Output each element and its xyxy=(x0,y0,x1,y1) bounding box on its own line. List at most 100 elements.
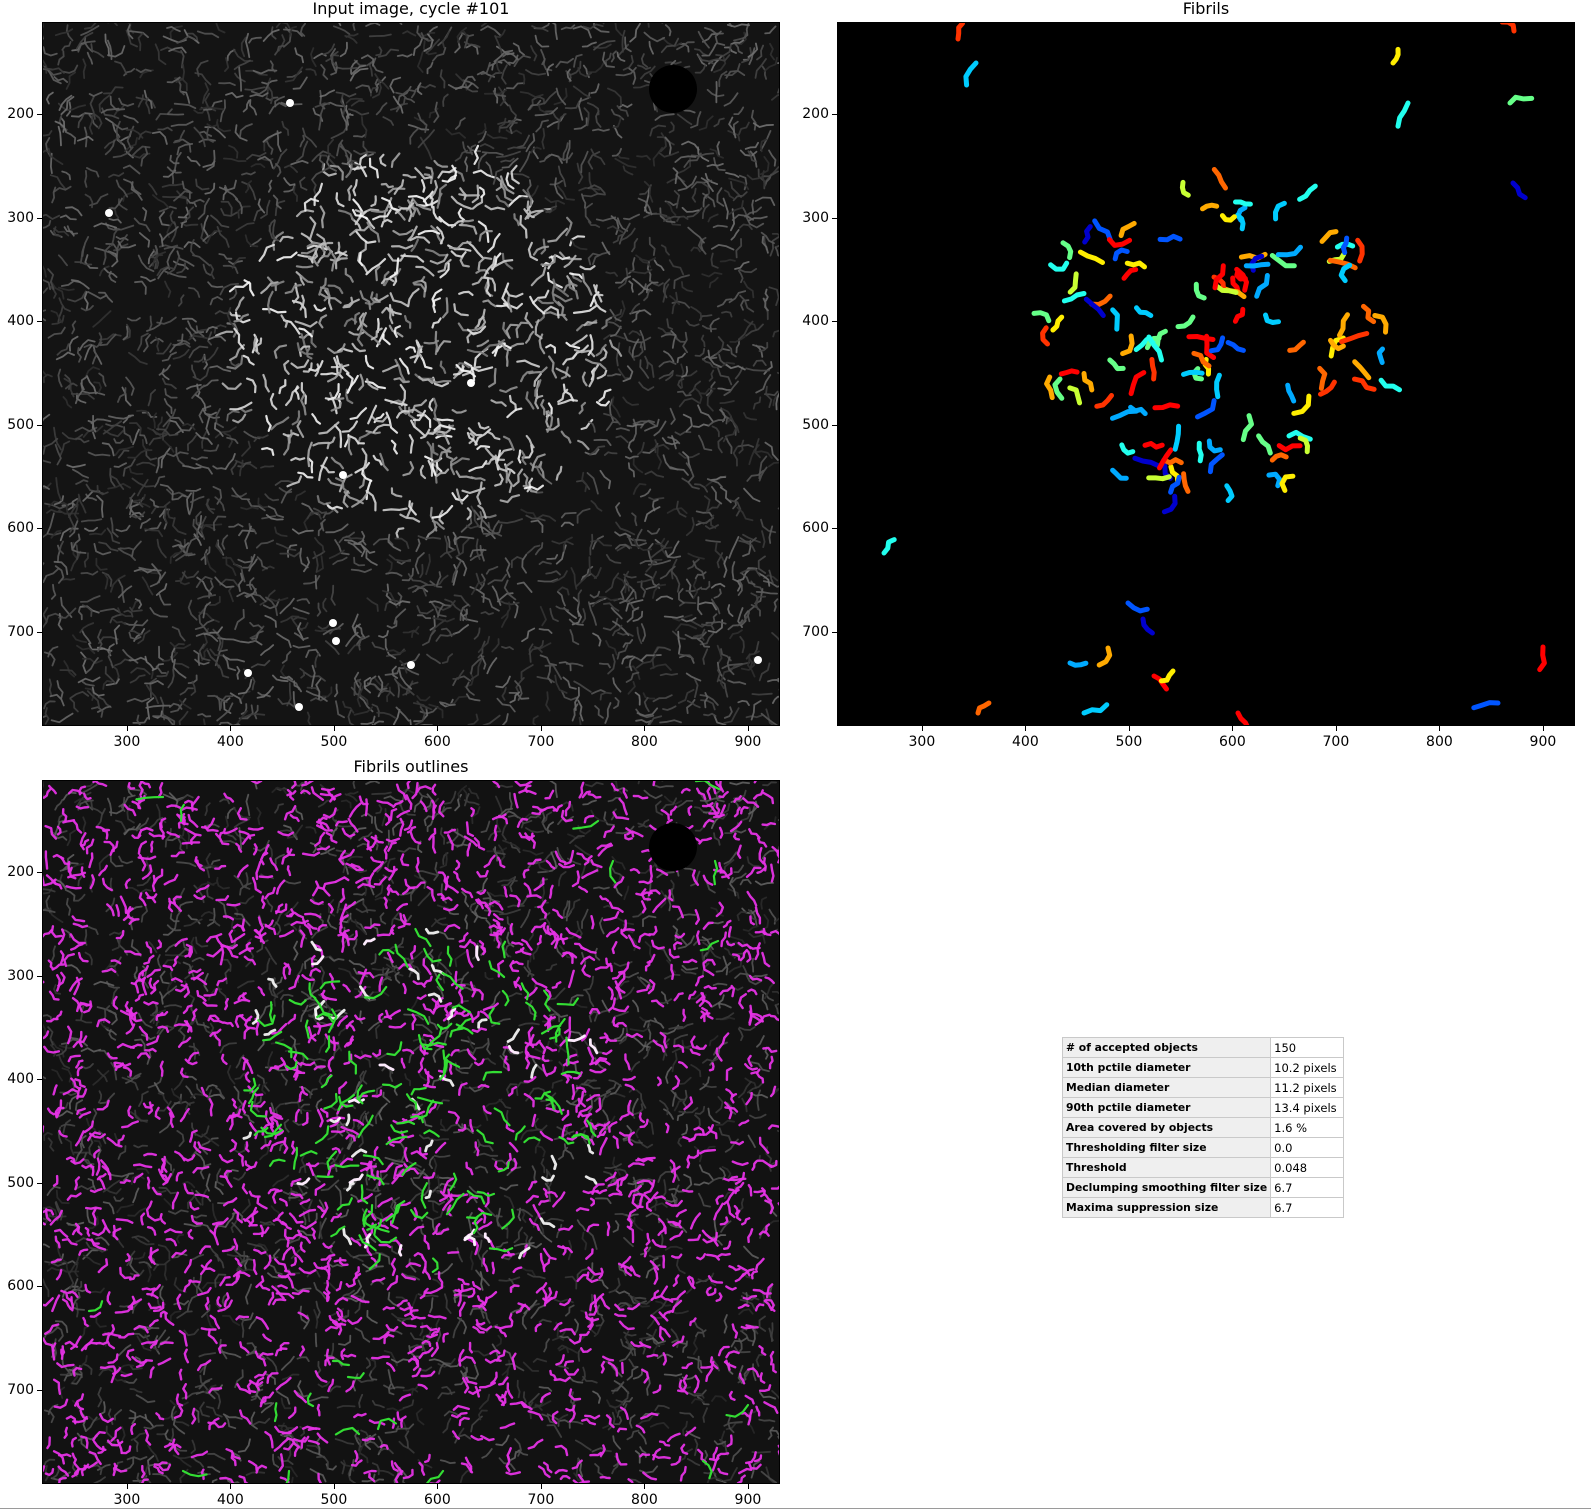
texture-stroke xyxy=(711,1002,732,1009)
texture-stroke xyxy=(678,1107,699,1114)
fibril-object xyxy=(1254,273,1270,299)
texture-stroke xyxy=(43,220,52,229)
texture-stroke xyxy=(85,1416,98,1432)
texture-stroke xyxy=(737,1028,744,1042)
x-tick-mark xyxy=(437,726,439,731)
texture-stroke xyxy=(158,508,171,518)
texture-stroke xyxy=(528,1392,540,1411)
texture-stroke xyxy=(429,379,452,384)
texture-stroke xyxy=(616,644,629,660)
texture-stroke xyxy=(723,380,739,397)
texture-stroke xyxy=(91,706,104,718)
texture-stroke xyxy=(207,1093,225,1100)
fibril-object xyxy=(1352,376,1377,392)
texture-stroke xyxy=(244,180,253,194)
texture-stroke xyxy=(411,197,432,211)
texture-stroke xyxy=(186,156,201,167)
texture-stroke xyxy=(413,706,429,723)
texture-stroke xyxy=(745,974,763,986)
texture-stroke xyxy=(715,1096,724,1114)
texture-stroke xyxy=(339,41,348,58)
texture-stroke xyxy=(728,177,750,190)
texture-stroke xyxy=(563,1143,575,1160)
texture-stroke xyxy=(202,263,212,276)
texture-stroke xyxy=(429,1297,434,1314)
texture-stroke xyxy=(178,699,192,710)
texture-stroke xyxy=(147,389,157,407)
texture-stroke xyxy=(134,598,143,609)
texture-stroke xyxy=(408,434,414,454)
texture-stroke xyxy=(495,150,521,158)
texture-stroke xyxy=(521,185,539,200)
fibril-object xyxy=(1061,291,1087,304)
texture-stroke xyxy=(372,209,392,221)
texture-stroke xyxy=(668,1026,684,1030)
rejected-object-outline xyxy=(614,1303,625,1311)
texture-stroke xyxy=(290,1247,303,1260)
texture-stroke xyxy=(408,1258,417,1273)
texture-stroke xyxy=(685,578,695,599)
texture-stroke xyxy=(179,687,194,696)
texture-stroke xyxy=(209,1245,220,1262)
texture-stroke xyxy=(345,535,363,540)
texture-stroke xyxy=(97,696,112,709)
texture-stroke xyxy=(417,129,435,149)
texture-stroke xyxy=(260,199,271,219)
texture-stroke xyxy=(629,1027,650,1032)
texture-stroke xyxy=(234,830,246,841)
texture-stroke xyxy=(657,1170,673,1183)
texture-stroke xyxy=(161,985,178,1000)
texture-stroke xyxy=(496,817,501,832)
texture-stroke xyxy=(97,1145,102,1160)
rejected-object-outline xyxy=(170,977,183,983)
texture-stroke xyxy=(672,167,679,185)
texture-stroke xyxy=(616,51,626,62)
texture-stroke xyxy=(747,908,758,921)
fibril-object xyxy=(1207,452,1225,475)
texture-stroke xyxy=(218,179,237,192)
texture-stroke xyxy=(603,451,618,456)
texture-stroke xyxy=(738,539,756,552)
texture-stroke xyxy=(754,595,767,610)
texture-stroke xyxy=(352,1254,372,1259)
texture-stroke xyxy=(290,160,309,166)
texture-stroke xyxy=(47,1026,54,1046)
texture-stroke xyxy=(381,197,401,212)
texture-stroke xyxy=(602,617,619,631)
texture-stroke xyxy=(399,383,406,407)
texture-stroke xyxy=(192,367,210,382)
texture-stroke xyxy=(156,670,170,678)
texture-stroke xyxy=(251,630,264,640)
texture-stroke xyxy=(666,201,677,216)
texture-stroke xyxy=(128,30,149,39)
texture-stroke xyxy=(284,1466,298,1478)
texture-stroke xyxy=(723,859,735,873)
texture-stroke xyxy=(251,781,258,790)
rejected-object-outline xyxy=(301,917,313,936)
rejected-object-outline xyxy=(649,1260,660,1271)
fibril-object xyxy=(1286,429,1313,442)
texture-stroke xyxy=(288,429,293,444)
texture-stroke xyxy=(215,540,223,555)
texture-stroke xyxy=(170,697,187,713)
texture-stroke xyxy=(159,483,174,500)
texture-stroke xyxy=(218,721,229,725)
texture-stroke xyxy=(431,520,445,530)
texture-stroke xyxy=(84,193,94,209)
rejected-object-outline xyxy=(744,1394,755,1405)
texture-stroke xyxy=(215,408,224,429)
texture-stroke xyxy=(108,1173,129,1178)
texture-stroke xyxy=(177,78,185,96)
texture-stroke xyxy=(426,819,434,833)
texture-stroke xyxy=(75,479,89,485)
texture-stroke xyxy=(565,216,573,237)
texture-stroke xyxy=(375,102,388,116)
fibril-object xyxy=(1328,337,1346,352)
texture-stroke xyxy=(65,964,81,974)
texture-stroke xyxy=(289,1035,298,1053)
texture-stroke xyxy=(270,416,290,431)
texture-stroke xyxy=(650,1202,668,1209)
texture-stroke xyxy=(502,51,519,61)
texture-stroke xyxy=(557,165,567,188)
texture-stroke xyxy=(474,1364,479,1380)
